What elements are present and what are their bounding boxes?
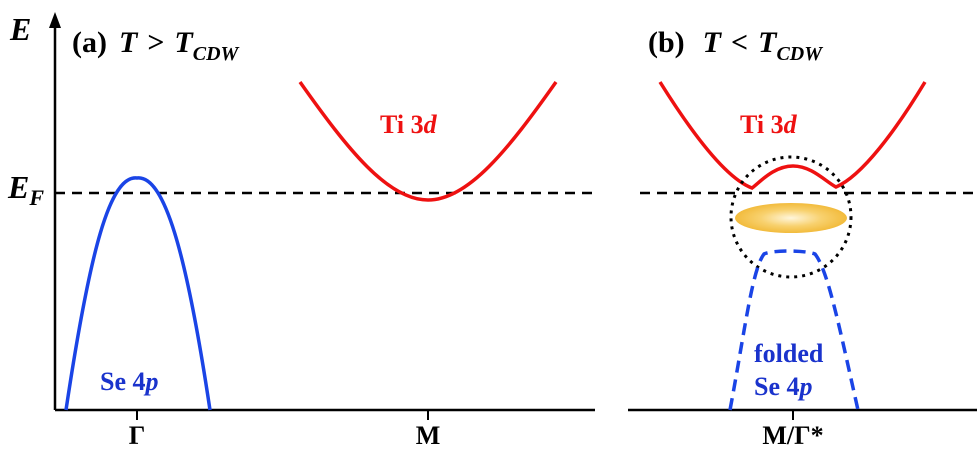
tick-label-gamma: Γ [129, 421, 146, 450]
folded-label-line1: folded [754, 339, 824, 368]
ti-3d-band-cdw [658, 81, 927, 190]
tick-label-m: M [416, 421, 441, 450]
gap-region-circle [729, 155, 853, 279]
panel-b-title: (b) T < TCDW [648, 26, 823, 65]
fermi-level-label: EF [7, 169, 44, 210]
se-4p-label: Se 4p [100, 367, 159, 396]
ti-3d-label-a: Ti 3d [380, 110, 438, 139]
exciton-glow [735, 203, 847, 233]
folded-label-line2: Se 4p [754, 372, 813, 401]
ti-3d-label-b: Ti 3d [740, 110, 798, 139]
ti-3d-band [298, 80, 558, 202]
panel-a-title: (a) T > TCDW [72, 26, 240, 65]
energy-axis-label: E [9, 11, 31, 47]
tick-label-m-gamma-star: M/Γ* [762, 421, 823, 450]
se-4p-band [64, 176, 212, 411]
energy-axis-arrow-icon [49, 12, 61, 28]
